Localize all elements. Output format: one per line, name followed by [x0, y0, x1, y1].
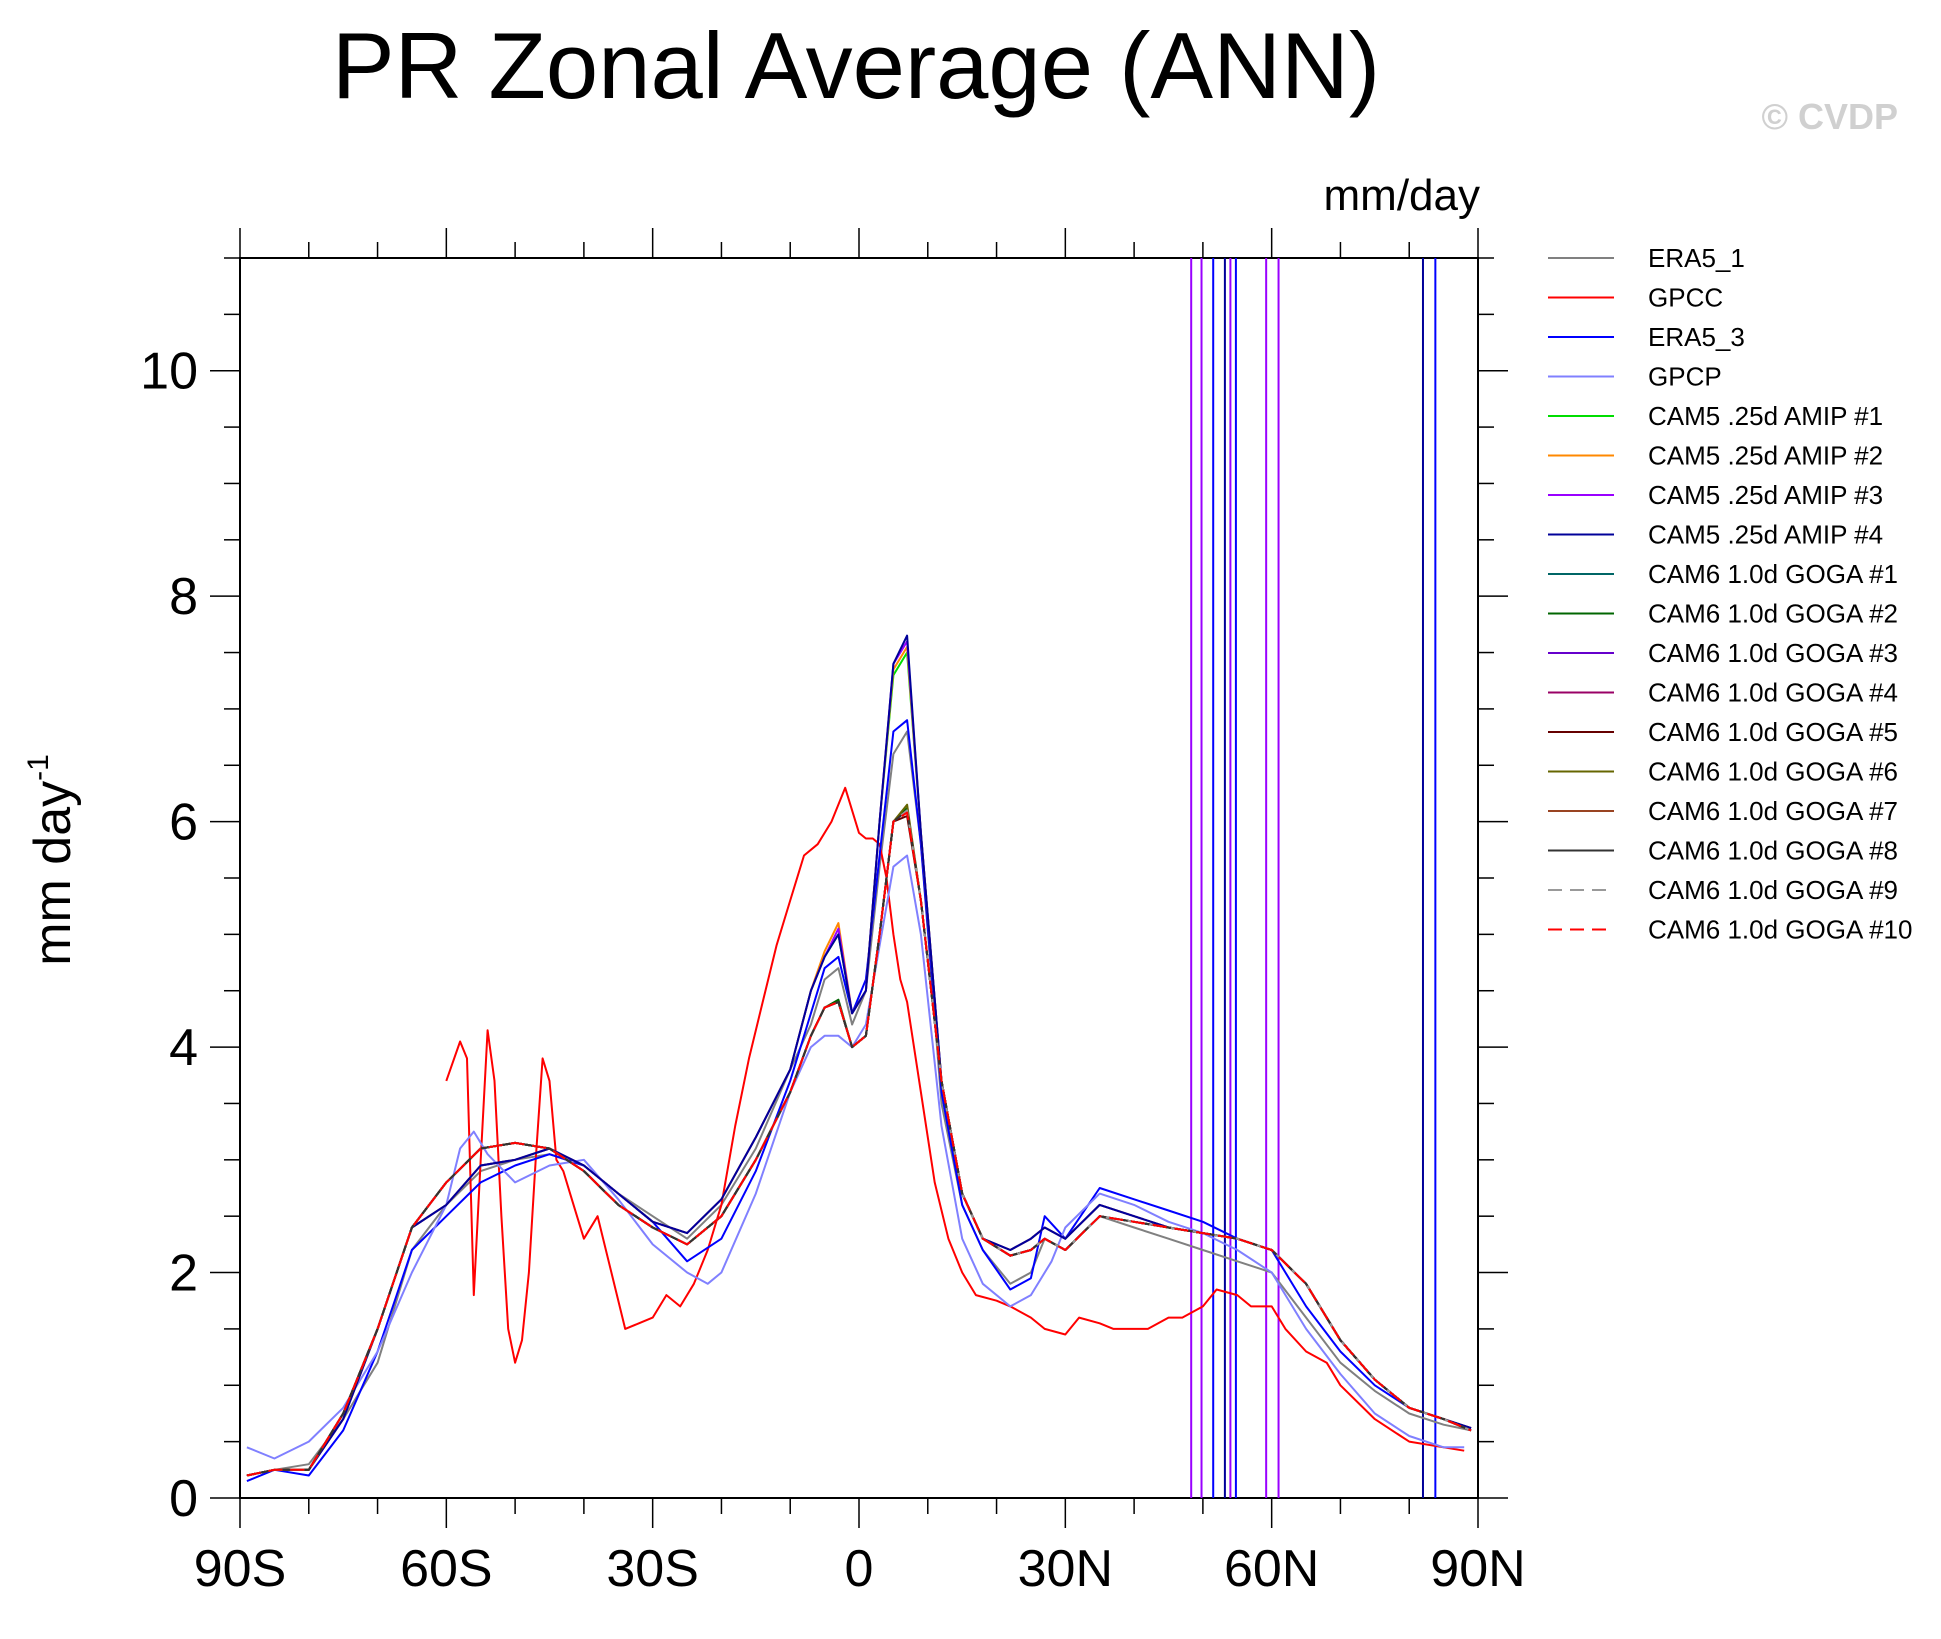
x-tick-label: 60S [400, 1540, 493, 1598]
legend-label: GPCP [1648, 362, 1722, 392]
plot-frame [239, 257, 1479, 1499]
legend-label: CAM5 .25d AMIP #4 [1648, 520, 1883, 550]
legend-label: CAM6 1.0d GOGA #10 [1648, 915, 1912, 945]
y-tick-label: 10 [140, 343, 198, 401]
series-line [246, 809, 1472, 1477]
vertical-lines [1190, 258, 1437, 1498]
legend-label: CAM5 .25d AMIP #3 [1648, 480, 1883, 510]
legend-label: CAM6 1.0d GOGA #3 [1648, 638, 1898, 668]
y-axis-label-exponent: -1 [22, 754, 55, 781]
series-line [246, 807, 1472, 1477]
y-axis-label: mm day-1 [22, 754, 82, 966]
watermark: © CVDP [1761, 96, 1898, 137]
legend-label: CAM6 1.0d GOGA #8 [1648, 836, 1898, 866]
legend-label: ERA5_3 [1648, 322, 1745, 352]
legend-label: GPCC [1648, 283, 1723, 313]
legend-label: CAM6 1.0d GOGA #7 [1648, 796, 1898, 826]
series-line [246, 803, 1472, 1477]
chart-title: PR Zonal Average (ANN) [332, 13, 1380, 118]
series-line [246, 645, 1472, 1477]
tick-labels: 0 2 4 6 8 10 90S 60S 30S 0 30N 60N 90N [140, 343, 1526, 1598]
series-line [246, 809, 1472, 1477]
axes [210, 228, 1508, 1528]
x-tick-label: 90S [194, 1540, 287, 1598]
x-tick-label: 30N [1018, 1540, 1113, 1598]
y-axis-label-text: mm day [24, 781, 82, 966]
y-tick-label: 8 [169, 568, 198, 626]
legend-label: CAM6 1.0d GOGA #2 [1648, 599, 1898, 629]
series-line [246, 640, 1472, 1477]
series-lines [246, 634, 1472, 1483]
legend-label: CAM6 1.0d GOGA #4 [1648, 678, 1898, 708]
x-tick-label: 30S [606, 1540, 699, 1598]
series-line [246, 854, 1465, 1460]
legend-label: CAM5 .25d AMIP #1 [1648, 401, 1883, 431]
series-line [246, 809, 1472, 1477]
y-tick-label: 4 [169, 1019, 198, 1077]
series-line [246, 809, 1472, 1477]
y-tick-label: 0 [169, 1470, 198, 1528]
svg-text:mm day-1: mm day-1 [22, 754, 82, 966]
legend: ERA5_1 GPCC ERA5_3 GPCP CAM5 .25d AMIP #1 CAM… [1548, 243, 1912, 945]
legend-label: CAM6 1.0d GOGA #1 [1648, 559, 1898, 589]
x-tick-label: 0 [845, 1540, 874, 1598]
series-line [246, 811, 1472, 1477]
legend-label: ERA5_1 [1648, 243, 1745, 273]
y-tick-label: 6 [169, 794, 198, 852]
series-line [246, 719, 1472, 1483]
series-line [246, 651, 1472, 1477]
series-line [445, 786, 1465, 1452]
series-line [246, 809, 1472, 1477]
legend-label: CAM6 1.0d GOGA #5 [1648, 717, 1898, 747]
x-tick-label: 60N [1224, 1540, 1319, 1598]
legend-label: CAM5 .25d AMIP #2 [1648, 441, 1883, 471]
series-line [246, 809, 1472, 1477]
y-tick-label: 2 [169, 1245, 198, 1303]
legend-label: CAM6 1.0d GOGA #6 [1648, 757, 1898, 787]
units-label: mm/day [1324, 171, 1480, 220]
legend-label: CAM6 1.0d GOGA #9 [1648, 875, 1898, 905]
series-line [246, 730, 1472, 1477]
series-line [246, 815, 1472, 1477]
x-tick-label: 90N [1430, 1540, 1525, 1598]
series-line [246, 634, 1472, 1477]
